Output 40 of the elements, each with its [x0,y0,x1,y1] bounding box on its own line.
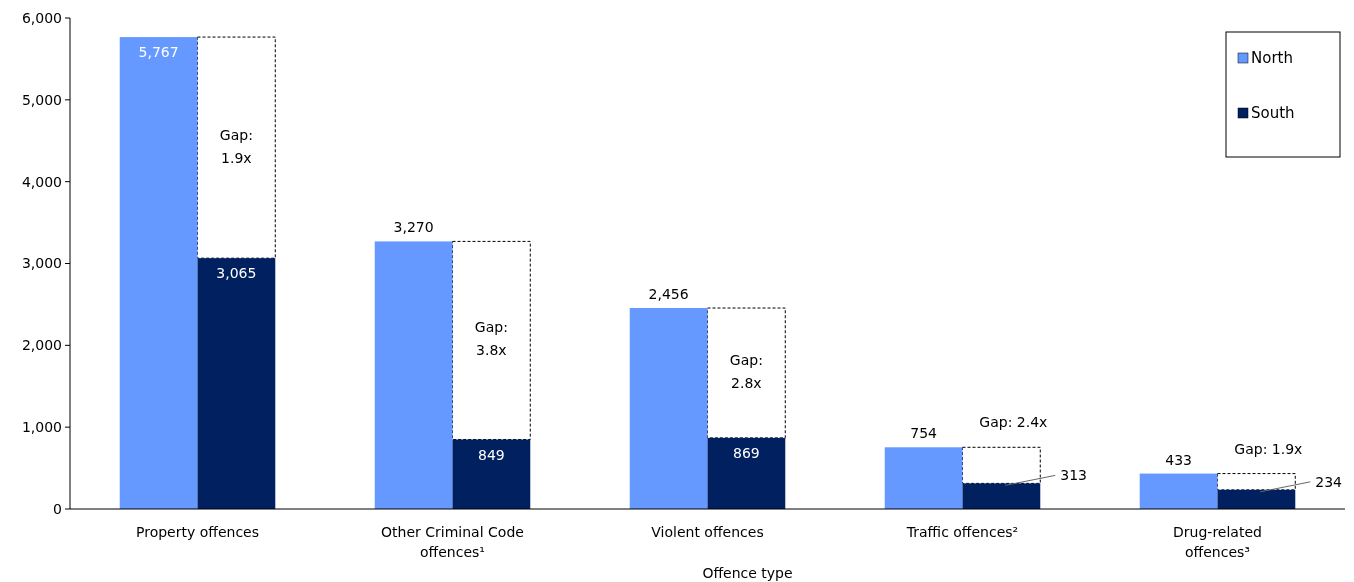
annotation: Gap: 3.8x [474,319,508,359]
bar [884,447,963,509]
data-label: 433 [1165,451,1192,468]
y-tick-label: 6,000 [21,9,62,26]
data-label: 3,065 [216,265,257,282]
data-label: 2,456 [648,286,689,303]
annotation: Gap: 2.8x [729,351,763,391]
data-label: 313 [1060,467,1088,484]
x-tick-label: Property offences [136,524,259,540]
bar [707,437,786,509]
annotation: Gap: 1.9x [1234,440,1303,457]
annotation: Gap: 2.4x [979,414,1048,431]
bar [629,308,708,509]
x-tick-label: Traffic offences² [905,524,1019,540]
legend-label: South [1251,104,1295,122]
x-tick-label: Violent offences [651,524,764,540]
x-tick-label: Other Criminal Code offences¹ [381,524,524,560]
bar [1139,473,1218,509]
bar [197,258,276,509]
y-tick-label: 0 [53,500,62,517]
data-label: 849 [478,446,505,463]
annotation: Gap: 1.9x [219,126,253,166]
legend-label: North [1251,49,1293,67]
data-label: 234 [1315,473,1343,490]
data-label: 5,767 [138,44,179,61]
y-tick-label: 1,000 [21,419,62,436]
data-label: 869 [733,444,760,461]
x-axis-title: Offence type [702,565,793,581]
bar [119,37,198,509]
y-tick-label: 5,000 [21,91,62,108]
x-tick-label: Drug-related offences³ [1173,524,1262,560]
y-tick-label: 4,000 [21,173,62,190]
bar [1217,489,1296,509]
bar [452,439,531,509]
y-tick-label: 3,000 [21,255,62,272]
bar [374,241,453,509]
data-label: 3,270 [393,219,434,236]
bar [962,483,1041,509]
data-label: 754 [910,425,938,442]
y-tick-label: 2,000 [21,337,62,354]
